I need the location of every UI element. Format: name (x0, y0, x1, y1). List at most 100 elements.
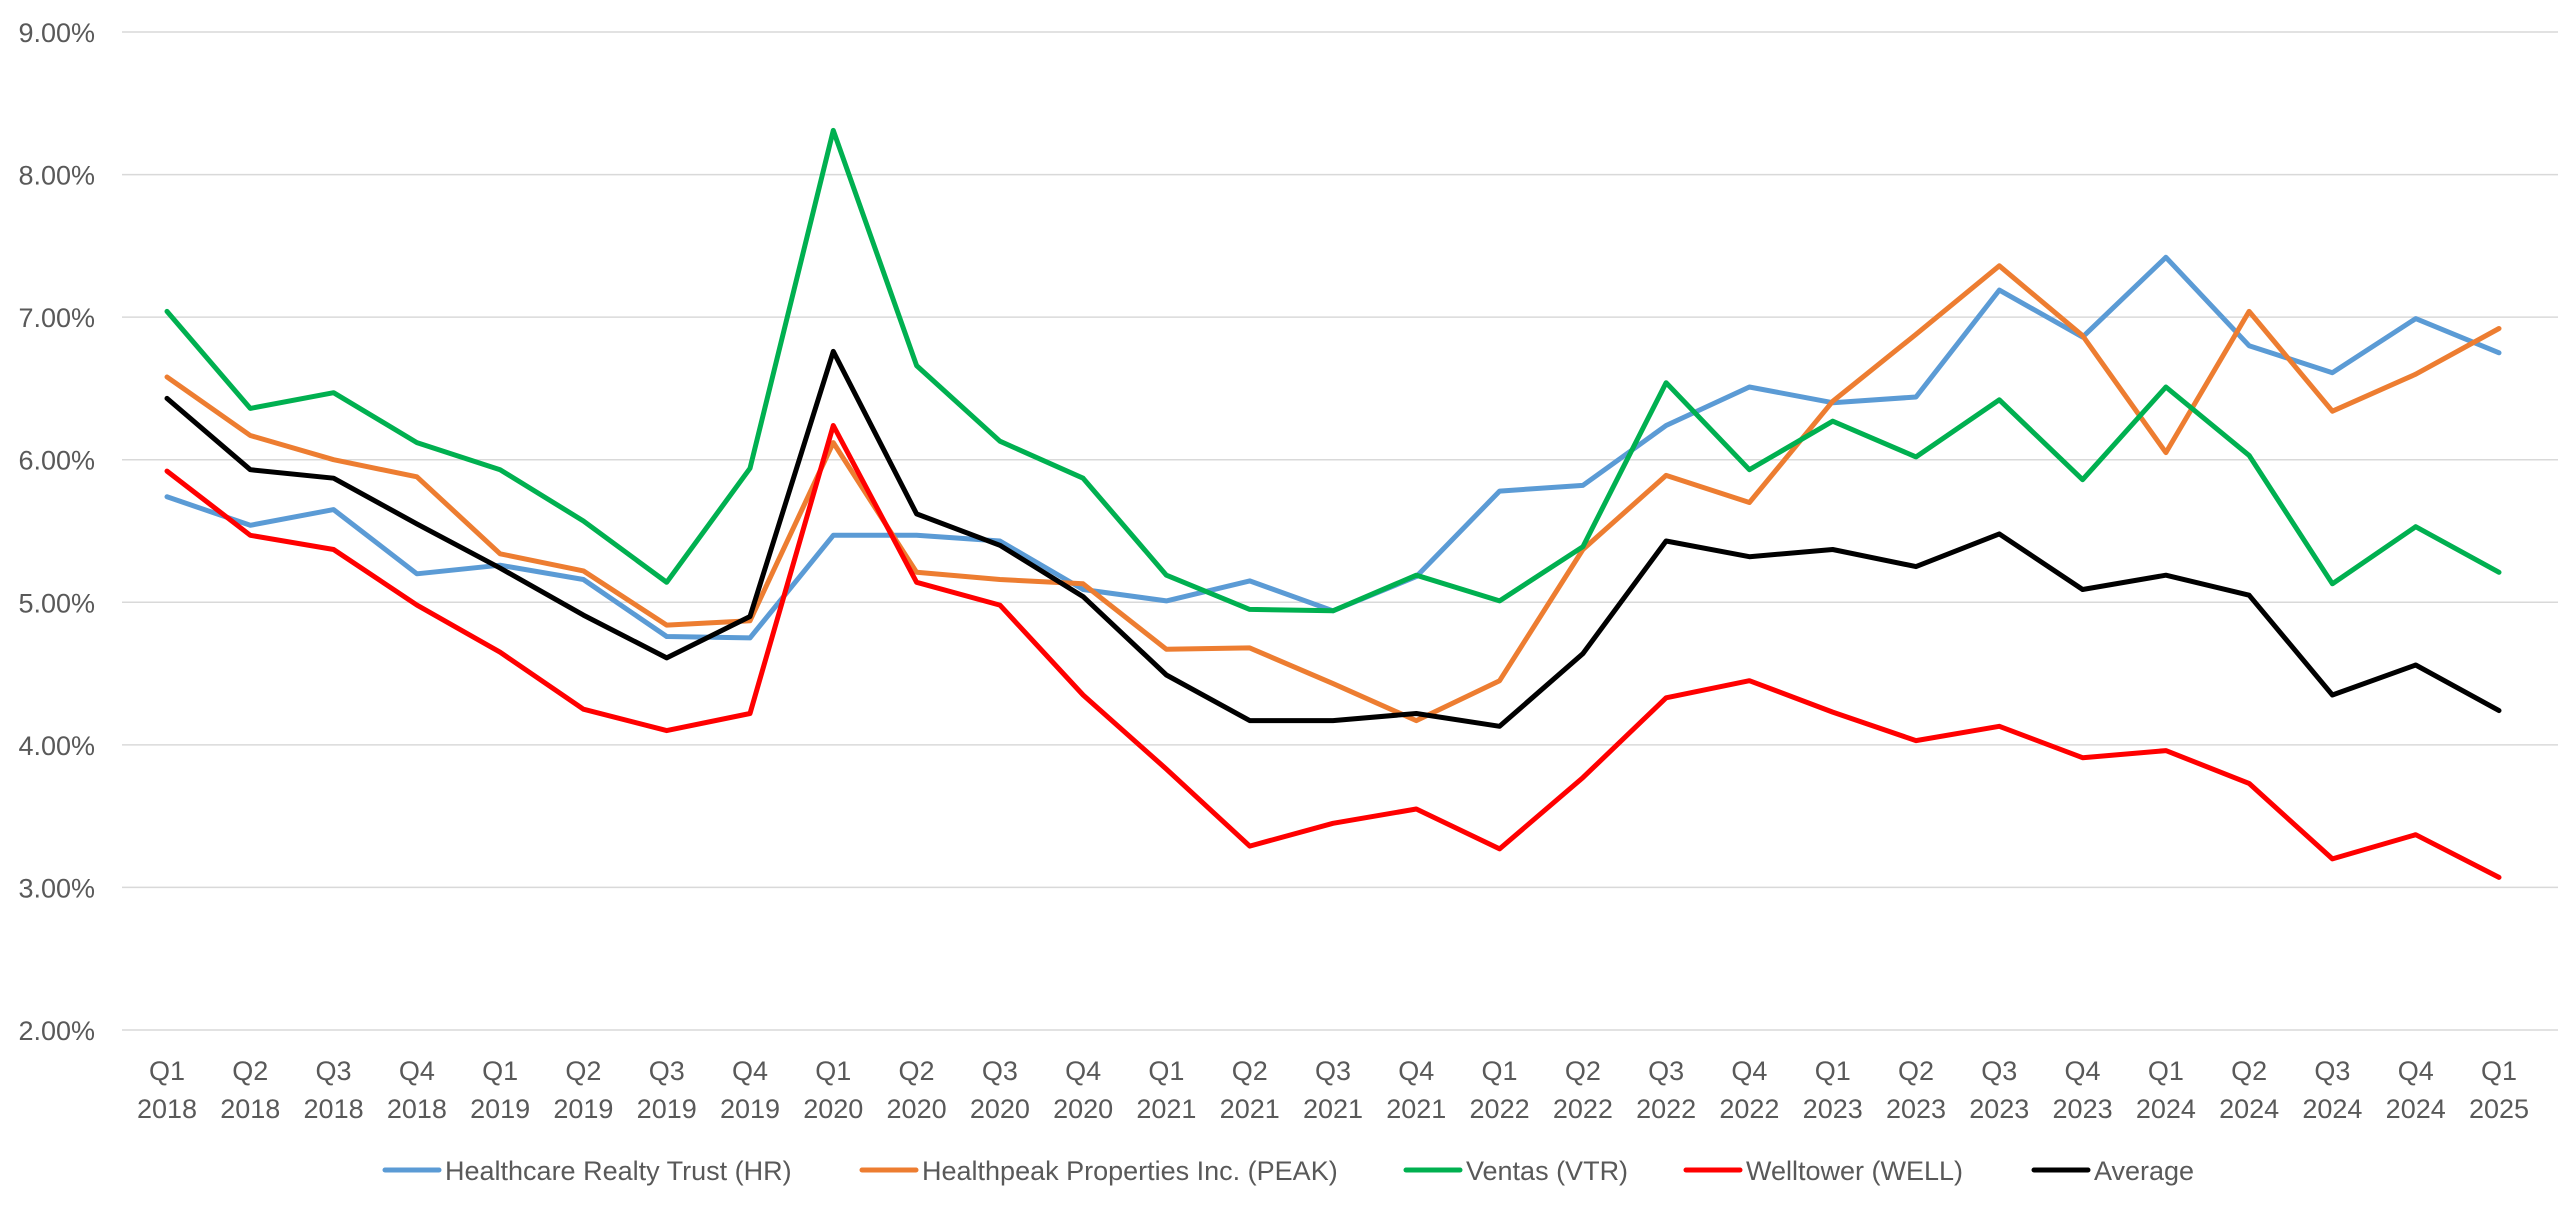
data-point (999, 540, 1000, 541)
data-point (250, 525, 251, 526)
data-point (833, 535, 834, 536)
x-tick-quarter: Q2 (1898, 1056, 1934, 1086)
x-tick-year: 2022 (1553, 1094, 1613, 1124)
x-tick-year: 2021 (1303, 1094, 1363, 1124)
data-point (1083, 596, 1084, 597)
x-tick-label: Q3 2021 (1303, 1056, 1363, 1124)
data-point (1166, 600, 1167, 601)
data-point (2165, 750, 2166, 751)
data-point (416, 442, 417, 443)
data-point (750, 637, 751, 638)
data-point (1832, 712, 1833, 713)
data-point (2082, 589, 2083, 590)
data-point (833, 425, 834, 426)
x-tick-label: Q1 2021 (1136, 1056, 1196, 1124)
x-tick-year: 2023 (2053, 1094, 2113, 1124)
x-tick-label: Q3 2024 (2302, 1056, 2362, 1124)
x-tick-year: 2024 (2386, 1094, 2446, 1124)
x-tick-year: 2021 (1386, 1094, 1446, 1124)
data-point (583, 615, 584, 616)
data-point (416, 523, 417, 524)
data-point (2082, 757, 2083, 758)
data-point (333, 509, 334, 510)
data-point (1666, 540, 1667, 541)
data-point (666, 582, 667, 583)
data-point (2499, 352, 2500, 353)
data-point (333, 459, 334, 460)
x-tick-quarter: Q4 (1398, 1056, 1434, 1086)
x-tick-year: 2018 (387, 1094, 447, 1124)
x-tick-year: 2019 (470, 1094, 530, 1124)
x-tick-label: Q3 2022 (1636, 1056, 1696, 1124)
data-point (1916, 456, 1917, 457)
data-point (1999, 726, 2000, 727)
data-point (2332, 583, 2333, 584)
y-tick-label: 7.00% (18, 303, 95, 333)
y-tick-label: 5.00% (18, 588, 95, 618)
data-point (416, 573, 417, 574)
data-point (999, 545, 1000, 546)
y-tick-label: 4.00% (18, 731, 95, 761)
series-healthpeak-properties-inc-peak (164, 263, 2502, 724)
data-point (2332, 411, 2333, 412)
data-point (583, 570, 584, 571)
data-point (167, 311, 168, 312)
x-tick-year: 2018 (304, 1094, 364, 1124)
data-point (2249, 345, 2250, 346)
data-point (1749, 556, 1750, 557)
x-tick-year: 2018 (220, 1094, 280, 1124)
data-point (500, 469, 501, 470)
x-tick-quarter: Q3 (1981, 1056, 2017, 1086)
data-point (999, 605, 1000, 606)
data-point (1999, 399, 2000, 400)
data-point (1499, 680, 1500, 681)
data-point (500, 652, 501, 653)
data-point (2332, 372, 2333, 373)
data-point (1666, 425, 1667, 426)
data-point (500, 568, 501, 569)
x-tick-label: Q2 2019 (553, 1056, 613, 1124)
data-point (2165, 575, 2166, 576)
x-tick-year: 2020 (803, 1094, 863, 1124)
data-point (1666, 697, 1667, 698)
data-point (666, 625, 667, 626)
x-tick-label: Q4 2019 (720, 1056, 780, 1124)
x-tick-quarter: Q3 (1315, 1056, 1351, 1086)
x-tick-year: 2025 (2469, 1094, 2529, 1124)
x-tick-label: Q1 2022 (1470, 1056, 1530, 1124)
x-tick-label: Q1 2018 (137, 1056, 197, 1124)
x-tick-label: Q4 2021 (1386, 1056, 1446, 1124)
data-point (1416, 575, 1417, 576)
data-point (1582, 653, 1583, 654)
data-point (750, 616, 751, 617)
data-point (1916, 566, 1917, 567)
x-tick-label: Q4 2023 (2053, 1056, 2113, 1124)
data-point (2249, 311, 2250, 312)
data-point (167, 496, 168, 497)
x-axis-tick-labels: Q1 2018 Q2 2018 Q3 2018 Q4 2018 Q1 2019 Q2 2019 Q3 20… (137, 1056, 2529, 1124)
data-point (167, 377, 168, 378)
data-point (583, 521, 584, 522)
data-point (666, 730, 667, 731)
data-point (1083, 583, 1084, 584)
data-point (416, 476, 417, 477)
series-line-welltower-well (164, 423, 2502, 880)
data-point (916, 535, 917, 536)
x-tick-quarter: Q3 (2314, 1056, 2350, 1086)
data-point (2415, 526, 2416, 527)
data-point (1166, 674, 1167, 675)
x-tick-label: Q4 2022 (1719, 1056, 1779, 1124)
data-point (1832, 421, 1833, 422)
x-tick-label: Q1 2019 (470, 1056, 530, 1124)
x-tick-quarter: Q3 (649, 1056, 685, 1086)
x-tick-quarter: Q3 (316, 1056, 352, 1086)
data-point (2082, 335, 2083, 336)
data-point (666, 657, 667, 658)
legend-label: Healthpeak Properties Inc. (PEAK) (922, 1156, 1338, 1186)
data-point (1083, 694, 1084, 695)
x-tick-quarter: Q4 (2065, 1056, 2101, 1086)
data-point (1749, 502, 1750, 503)
x-tick-label: Q3 2020 (970, 1056, 1030, 1124)
